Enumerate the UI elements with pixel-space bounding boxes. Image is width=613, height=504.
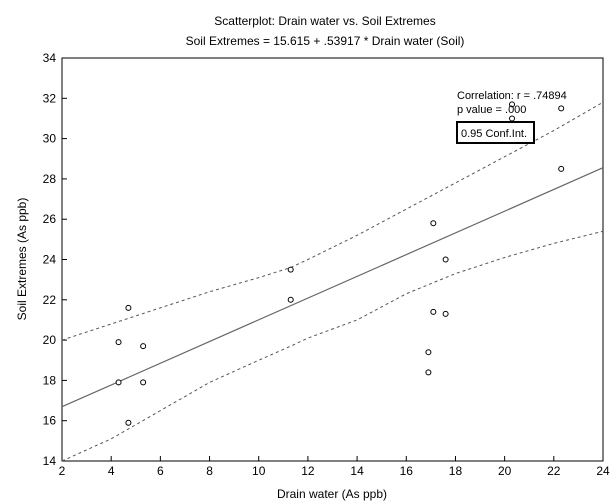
x-tick-label: 24 <box>596 464 610 478</box>
data-point <box>115 339 122 346</box>
data-point <box>125 419 132 426</box>
y-tick-label: 30 <box>43 132 57 146</box>
x-tick-label: 18 <box>449 464 463 478</box>
x-tick-label: 4 <box>108 464 115 478</box>
conf-int-legend-label: 0.95 Conf.Int. <box>461 128 527 140</box>
data-point <box>442 256 449 263</box>
data-point <box>558 165 565 172</box>
y-tick-label: 32 <box>43 91 57 105</box>
confidence-band <box>61 101 604 462</box>
regression-line <box>61 167 604 408</box>
y-axis-label: Soil Extremes (As ppb) <box>15 198 29 321</box>
data-point <box>115 379 122 386</box>
data-point <box>287 266 294 273</box>
x-tick-label: 22 <box>547 464 561 478</box>
y-tick-label: 18 <box>43 373 57 387</box>
y-tick-label: 26 <box>43 212 57 226</box>
data-point <box>125 304 132 311</box>
data-point <box>425 369 432 376</box>
data-point <box>430 220 437 227</box>
p-value-annotation: p value = .000 <box>457 104 526 116</box>
y-tick-label: 14 <box>43 454 57 468</box>
x-tick-label: 6 <box>157 464 164 478</box>
x-tick-label: 8 <box>206 464 213 478</box>
chart-title: Scatterplot: Drain water vs. Soil Extrem… <box>214 14 435 28</box>
x-tick-label: 12 <box>301 464 315 478</box>
lower-confidence-line <box>61 230 604 462</box>
chart-subtitle: Soil Extremes = 15.615 + .53917 * Drain … <box>186 34 465 48</box>
y-axis-ticks: 14 16 18 20 22 24 26 28 30 32 34 <box>43 51 67 468</box>
data-point <box>425 349 432 356</box>
data-points <box>115 101 565 426</box>
data-point <box>509 115 516 122</box>
x-tick-label: 2 <box>59 464 66 478</box>
data-point <box>509 101 516 108</box>
data-point <box>140 343 147 350</box>
y-tick-label: 20 <box>43 333 57 347</box>
data-point <box>442 310 449 317</box>
x-tick-label: 10 <box>252 464 266 478</box>
x-axis-ticks: 2 4 6 8 10 12 14 16 18 20 22 24 <box>59 456 610 478</box>
data-point <box>287 296 294 303</box>
data-point <box>140 379 147 386</box>
regression-fit-line <box>61 167 604 408</box>
upper-confidence-line <box>61 101 604 341</box>
y-tick-label: 22 <box>43 293 57 307</box>
plot-area <box>61 57 604 462</box>
y-tick-label: 16 <box>43 414 57 428</box>
y-tick-label: 34 <box>43 51 57 65</box>
correlation-annotation: Correlation: r = .74894 <box>457 90 567 102</box>
data-point <box>558 105 565 112</box>
x-axis-label: Drain water (As ppb) <box>277 487 387 501</box>
conf-int-legend-box <box>456 121 535 144</box>
x-tick-label: 20 <box>498 464 512 478</box>
data-point <box>430 308 437 315</box>
x-tick-label: 14 <box>350 464 364 478</box>
y-tick-label: 24 <box>43 253 57 267</box>
y-tick-label: 28 <box>43 172 57 186</box>
x-tick-label: 16 <box>400 464 414 478</box>
